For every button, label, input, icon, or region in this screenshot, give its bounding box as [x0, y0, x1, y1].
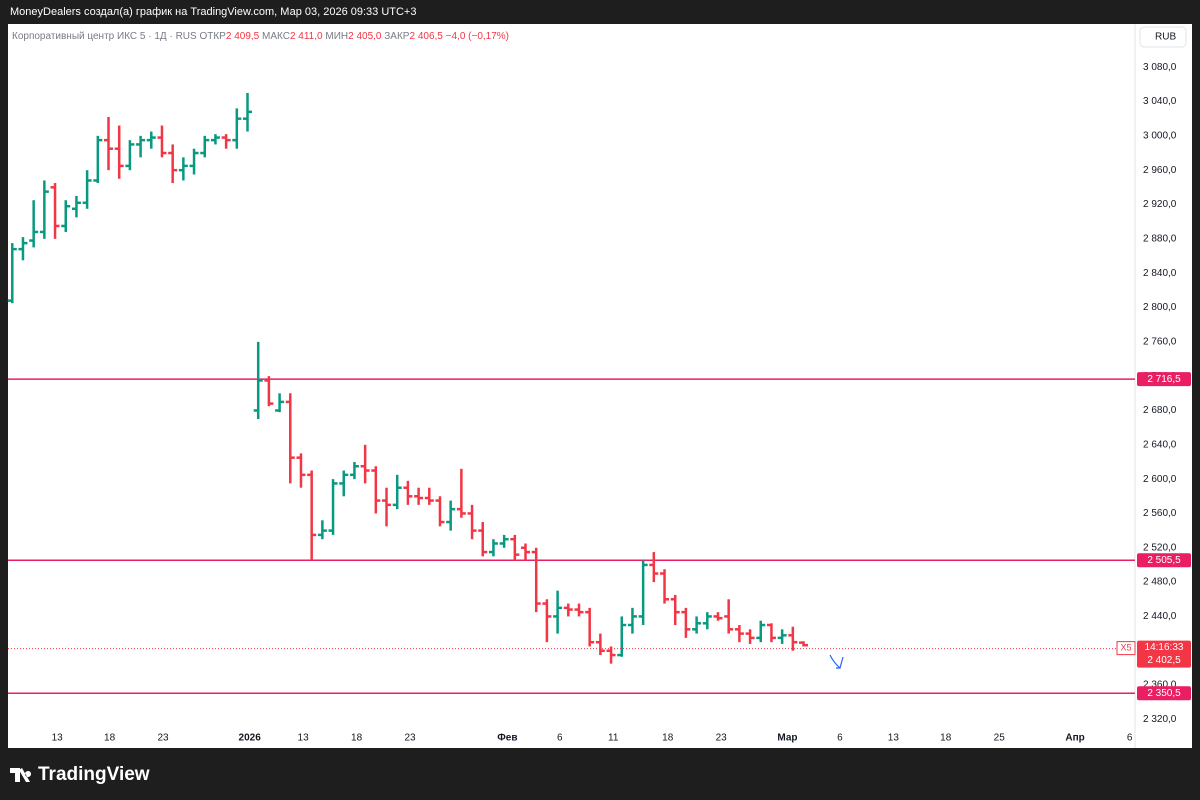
- y-tick-label: 2 440,0: [1143, 611, 1177, 622]
- x-tick-label: 18: [662, 733, 674, 744]
- y-tick-label: 2 600,0: [1143, 474, 1177, 485]
- x-tick-label: 18: [351, 733, 363, 744]
- x-tick-label: Апр: [1065, 733, 1084, 744]
- y-tick-label: 2 360,0: [1143, 680, 1177, 691]
- brand-logo: TradingView: [10, 764, 150, 785]
- last-price-label: 2 402,5: [1147, 655, 1181, 666]
- ticker-label: X5: [1120, 642, 1131, 652]
- legend-change: −4,0 (−0,17%): [446, 31, 509, 42]
- y-tick-label: 2 920,0: [1143, 199, 1177, 210]
- x-tick-label: 18: [940, 733, 952, 744]
- level-label: 2 505,5: [1147, 555, 1181, 566]
- x-tick-label: 13: [298, 733, 310, 744]
- y-tick-label: 3 080,0: [1143, 62, 1177, 73]
- legend: Корпоративный центр ИКС 5 · 1Д · RUS ОТК…: [12, 31, 509, 42]
- currency-label[interactable]: RUB: [1155, 32, 1176, 43]
- y-tick-label: 2 760,0: [1143, 336, 1177, 347]
- legend-value: 2 409,5: [226, 31, 260, 42]
- y-tick-label: 2 840,0: [1143, 268, 1177, 279]
- y-tick-label: 2 680,0: [1143, 405, 1177, 416]
- y-tick-label: 2 320,0: [1143, 714, 1177, 725]
- level-label: 2 350,5: [1147, 688, 1181, 699]
- x-tick-label: 11: [608, 733, 619, 744]
- y-tick-label: 2 880,0: [1143, 233, 1177, 244]
- legend-label: МИН: [325, 31, 348, 42]
- y-tick-label: 2 480,0: [1143, 577, 1177, 588]
- y-tick-label: 2 520,0: [1143, 542, 1177, 553]
- x-tick-label: 18: [104, 733, 116, 744]
- legend-symbol: Корпоративный центр ИКС 5 · 1Д · RUS: [12, 31, 197, 42]
- legend-label: ЗАКР: [384, 31, 410, 42]
- x-tick-label: 13: [888, 733, 900, 744]
- legend-value: 2 411,0: [290, 31, 323, 42]
- x-tick-label: 25: [994, 733, 1006, 744]
- x-tick-label: 6: [837, 733, 843, 744]
- level-label-box: [1137, 686, 1191, 701]
- x-tick-label: Мар: [777, 733, 797, 744]
- caption: MoneyDealers создал(а) график на Trading…: [10, 6, 416, 18]
- x-tick-label: 23: [404, 733, 416, 744]
- currency-button[interactable]: [1139, 26, 1187, 48]
- legend-value: 2 405,0: [348, 31, 382, 42]
- x-tick-label: Фев: [497, 733, 517, 744]
- y-tick-label: 2 800,0: [1143, 302, 1177, 313]
- x-tick-label: 23: [157, 733, 169, 744]
- ticker-box: [1116, 641, 1136, 656]
- countdown-label: 14:16:33: [1145, 642, 1184, 653]
- y-tick-label: 3 000,0: [1143, 130, 1177, 141]
- y-tick-label: 2 560,0: [1143, 508, 1177, 519]
- logo-mark: [10, 768, 32, 782]
- legend-value: 2 406,5: [409, 31, 443, 42]
- legend-label: МАКС: [262, 31, 290, 42]
- level-label-box: [1137, 372, 1191, 387]
- legend-label: ОТКР: [199, 31, 226, 42]
- x-tick-label: 6: [1127, 733, 1133, 744]
- brand-name: TradingView: [38, 764, 150, 785]
- x-tick-label: 2026: [239, 733, 262, 744]
- last-price-box: [1137, 640, 1191, 668]
- x-tick-label: 23: [716, 733, 728, 744]
- y-tick-label: 2 640,0: [1143, 439, 1177, 450]
- drawn-arrow: [829, 654, 844, 669]
- x-tick-label: 6: [557, 733, 563, 744]
- y-tick-label: 2 960,0: [1143, 165, 1177, 176]
- y-tick-label: 3 040,0: [1143, 96, 1177, 107]
- x-tick-label: 13: [52, 733, 64, 744]
- plot: 2 320,02 360,02 400,02 440,02 480,02 520…: [7, 62, 1191, 744]
- level-label-box: [1137, 553, 1191, 568]
- level-label: 2 716,5: [1147, 374, 1181, 385]
